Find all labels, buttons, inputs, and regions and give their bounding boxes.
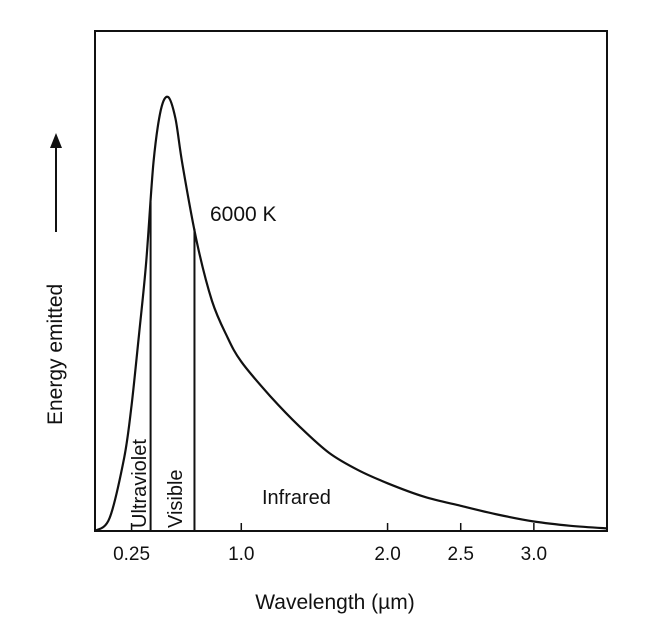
x-tick-label: 0.25: [113, 544, 150, 565]
y-axis-arrow-icon: [50, 133, 62, 148]
region-label-visible: Visible: [165, 469, 187, 528]
plot-frame: [94, 30, 608, 532]
x-tick-label: 1.0: [228, 544, 254, 565]
curve-label: 6000 K: [210, 203, 277, 226]
x-tick-label: 2.0: [374, 544, 400, 565]
region-dividers: [149, 202, 196, 531]
x-tick-label: 2.5: [448, 544, 474, 565]
x-tick-label: 3.0: [521, 544, 547, 565]
region-label-ultraviolet-group: Ultraviolet: [129, 439, 151, 528]
region-label-visible-group: Visible: [165, 469, 187, 528]
emission-curve: [94, 95, 608, 532]
x-axis-title: Wavelength (µm): [255, 591, 415, 614]
region-label-ultraviolet: Ultraviolet: [129, 439, 151, 528]
y-axis-title: Energy emitted: [44, 284, 67, 425]
region-label-infrared: Infrared: [262, 487, 331, 509]
x-axis-ticks: 0.25 1.0 2.0 2.5 3.0: [113, 523, 547, 565]
y-axis-title-group: Energy emitted: [44, 284, 67, 425]
